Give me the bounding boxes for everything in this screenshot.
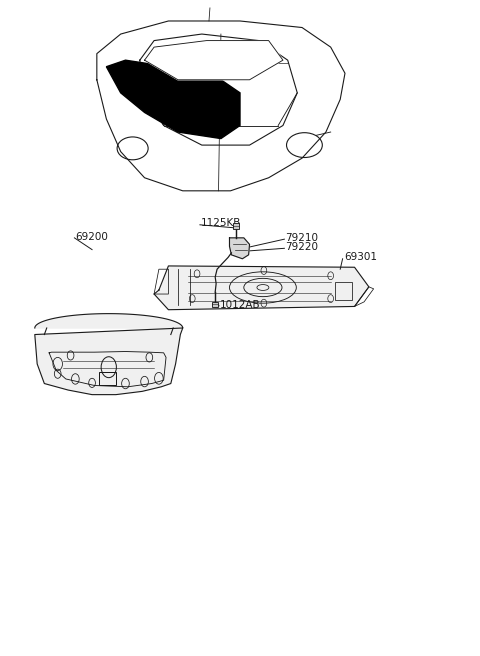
Polygon shape xyxy=(154,266,369,310)
Text: 69301: 69301 xyxy=(344,253,377,262)
Polygon shape xyxy=(107,60,240,138)
Text: 79220: 79220 xyxy=(285,242,318,252)
Polygon shape xyxy=(229,238,250,258)
FancyBboxPatch shape xyxy=(212,302,217,307)
Text: 1012AB: 1012AB xyxy=(220,300,261,310)
Text: 1125KB: 1125KB xyxy=(201,218,241,228)
Polygon shape xyxy=(144,41,283,80)
Polygon shape xyxy=(35,314,183,395)
FancyBboxPatch shape xyxy=(233,224,239,229)
Text: 69200: 69200 xyxy=(75,232,108,241)
Text: 79210: 79210 xyxy=(285,233,318,243)
